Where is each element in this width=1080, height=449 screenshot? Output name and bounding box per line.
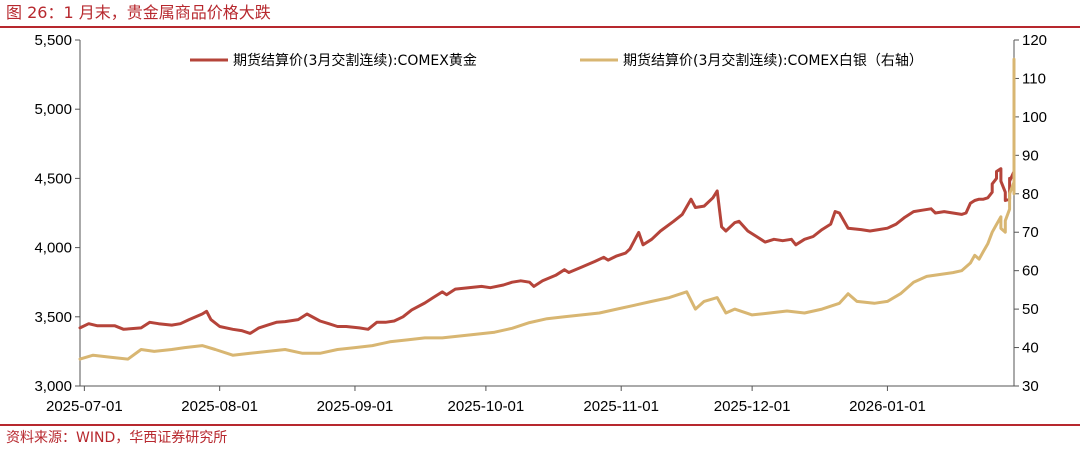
legend: 期货结算价(3月交割连续):COMEX黄金 期货结算价(3月交割连续):COME… [190, 52, 923, 69]
legend-label-silver: 期货结算价(3月交割连续):COMEX白银（右轴） [623, 52, 923, 69]
y-tick-label-right: 90 [1022, 147, 1039, 164]
y-tick-label-right: 50 [1022, 301, 1039, 318]
y-tick-label-right: 100 [1022, 109, 1047, 126]
title-rule [0, 26, 1080, 28]
dual-axis-line-chart: 3,000 3,500 4,000 4,500 5,000 5,500 30 40 50 60 70… [34, 32, 1047, 415]
y-tick-label-right: 110 [1022, 70, 1046, 87]
y-tick-label-right: 120 [1022, 32, 1047, 49]
legend-label-gold: 期货结算价(3月交割连续):COMEX黄金 [233, 52, 477, 69]
y-tick-label-right: 60 [1022, 263, 1039, 280]
plot-area [78, 57, 1016, 361]
y-tick-label-right: 30 [1022, 378, 1039, 395]
y-tick-label-left: 3,000 [34, 378, 72, 395]
y-tick-label-right: 40 [1022, 340, 1039, 357]
y-tick-label-left: 3,500 [34, 309, 72, 326]
x-tick-label: 2026-01-01 [849, 398, 926, 415]
x-tick-label: 2025-11-01 [583, 398, 659, 415]
x-tick-label: 2025-12-01 [714, 398, 791, 415]
axes: 3,000 3,500 4,000 4,500 5,000 5,500 30 40 50 60 70… [34, 32, 1047, 415]
x-tick-label: 2025-07-01 [46, 398, 123, 415]
x-tick-label: 2025-10-01 [448, 398, 525, 415]
y-tick-label-left: 4,000 [34, 240, 72, 257]
x-tick-label: 2025-08-01 [181, 398, 258, 415]
figure-title: 图 26：1 月末，贵金属商品价格大跌 [6, 3, 271, 22]
y-tick-label-left: 5,500 [34, 32, 72, 49]
source-note: 资料来源：WIND，华西证券研究所 [6, 430, 228, 446]
x-tick-label: 2025-09-01 [317, 398, 394, 415]
y-tick-label-right: 70 [1022, 224, 1039, 241]
y-tick-label-right: 80 [1022, 186, 1039, 203]
y-tick-label-left: 4,500 [34, 170, 72, 187]
series-line-gold [78, 59, 1016, 335]
series-line-silver [78, 57, 1016, 361]
y-tick-label-left: 5,000 [34, 101, 72, 118]
source-rule [0, 424, 1080, 426]
